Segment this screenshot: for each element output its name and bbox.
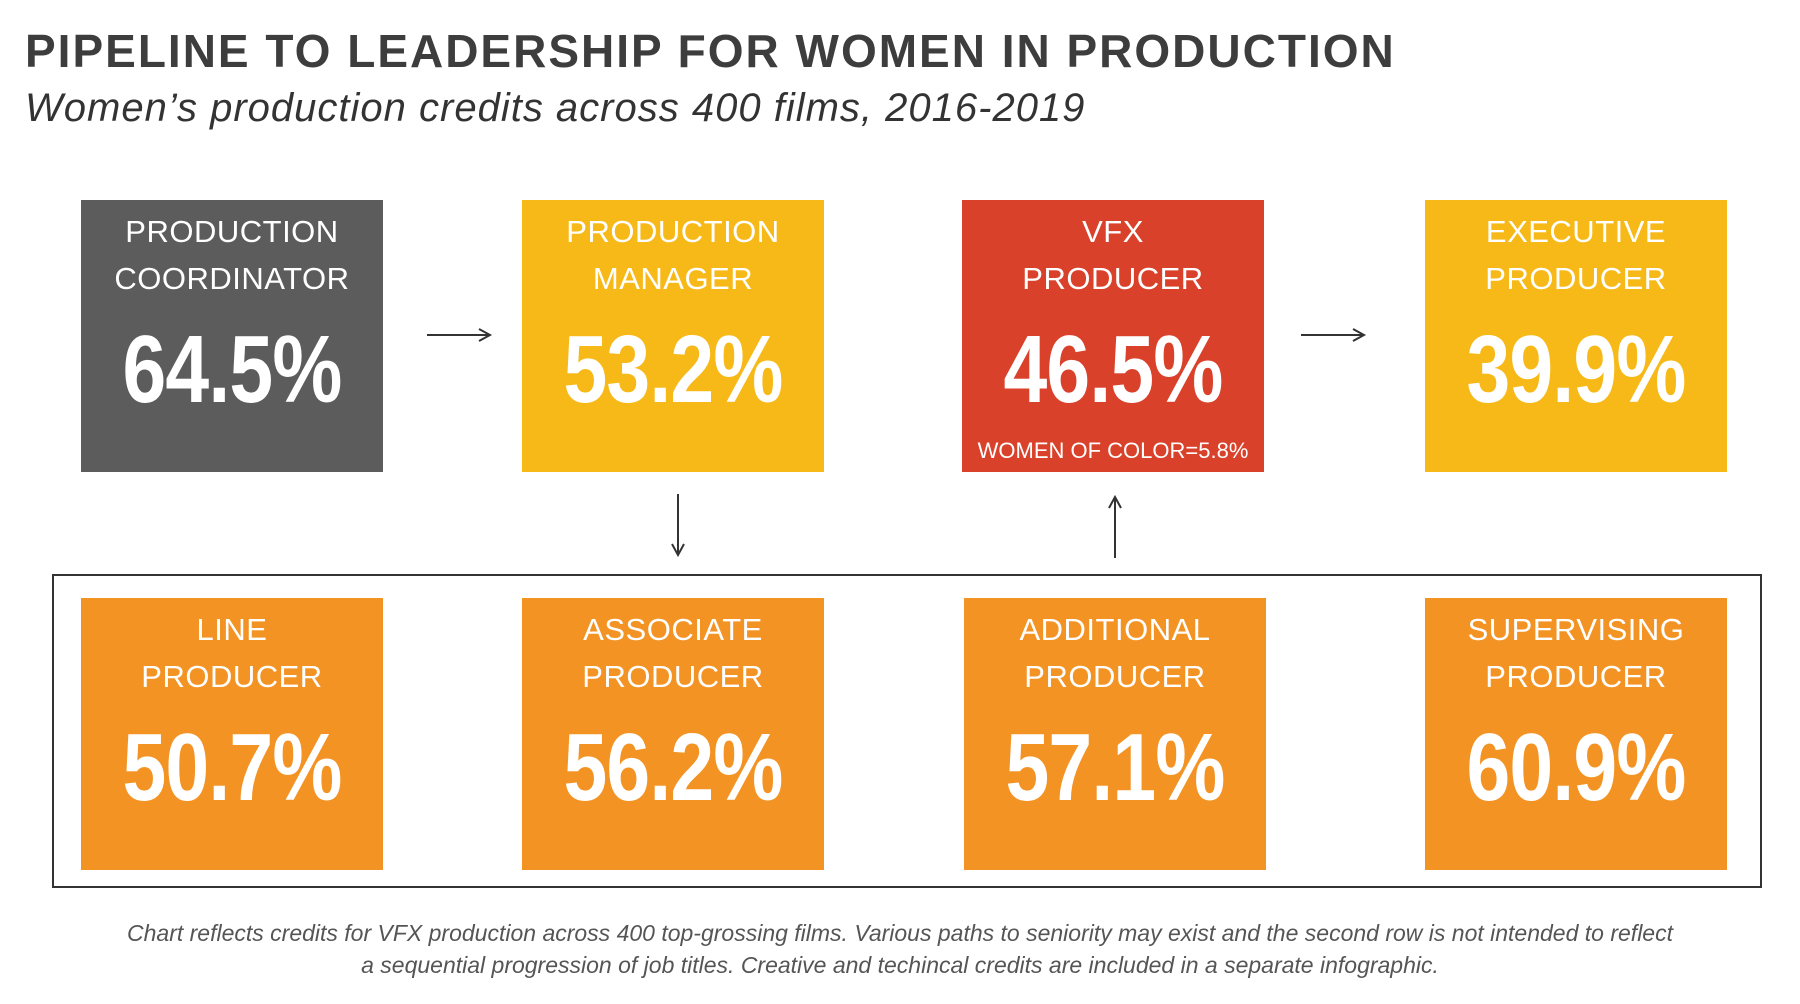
second-row-frame	[52, 574, 1762, 888]
footnote-line-2: a sequential progression of job titles. …	[361, 952, 1439, 978]
box-percent: 53.2%	[563, 316, 783, 423]
box-label: COORDINATOR	[114, 261, 350, 296]
box-label: LINE	[196, 612, 268, 647]
box-supervising-producer: SUPERVISING PRODUCER 60.9%	[1425, 598, 1727, 870]
box-additional-producer: ADDITIONAL PRODUCER 57.1%	[964, 598, 1266, 870]
box-production-coordinator: PRODUCTION COORDINATOR 64.5%	[81, 200, 383, 472]
box-vfx-producer: VFX PRODUCER 46.5% WOMEN OF COLOR=5.8%	[962, 200, 1264, 472]
box-production-manager: PRODUCTION MANAGER 53.2%	[522, 200, 824, 472]
arrow-right-icon	[1301, 328, 1367, 342]
box-label: PRODUCTION	[566, 214, 780, 249]
arrow-right-icon	[427, 328, 493, 342]
box-label: VFX	[1082, 214, 1144, 249]
box-line-producer: LINE PRODUCER 50.7%	[81, 598, 383, 870]
box-label: PRODUCER	[1485, 261, 1667, 296]
arrow-up-icon	[1108, 494, 1122, 558]
box-executive-producer: EXECUTIVE PRODUCER 39.9%	[1425, 200, 1727, 472]
arrow-down-icon	[671, 494, 685, 558]
box-percent: 60.9%	[1466, 714, 1686, 821]
box-percent: 39.9%	[1466, 316, 1686, 423]
footnote-line-1: Chart reflects credits for VFX productio…	[127, 920, 1673, 946]
box-label: PRODUCER	[1022, 261, 1204, 296]
box-percent: 50.7%	[122, 714, 342, 821]
box-label: PRODUCER	[582, 659, 764, 694]
box-associate-producer: ASSOCIATE PRODUCER 56.2%	[522, 598, 824, 870]
box-label: PRODUCER	[141, 659, 323, 694]
box-label: MANAGER	[592, 261, 754, 296]
box-label: PRODUCER	[1024, 659, 1206, 694]
box-percent: 46.5%	[1003, 316, 1223, 423]
page-subtitle: Women’s production credits across 400 fi…	[25, 86, 1086, 130]
box-label: ADDITIONAL	[1019, 612, 1211, 647]
box-label: EXECUTIVE	[1485, 214, 1667, 249]
box-percent: 57.1%	[1005, 714, 1225, 821]
box-percent: 56.2%	[563, 714, 783, 821]
women-of-color-note: WOMEN OF COLOR=5.8%	[977, 438, 1249, 463]
box-label: SUPERVISING	[1467, 612, 1685, 647]
box-label: PRODUCER	[1485, 659, 1667, 694]
page-title: PIPELINE TO LEADERSHIP FOR WOMEN IN PROD…	[25, 25, 1396, 77]
box-percent: 64.5%	[122, 316, 342, 423]
box-label: ASSOCIATE	[583, 612, 763, 647]
box-label: PRODUCTION	[125, 214, 339, 249]
